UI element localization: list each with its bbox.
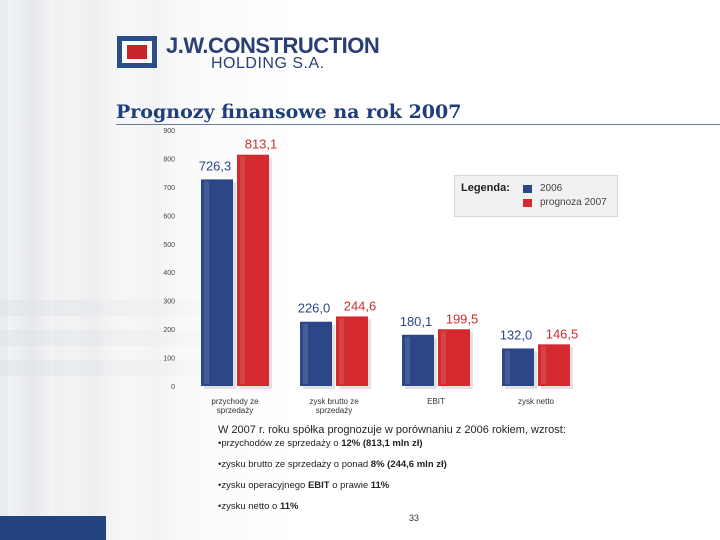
page-title: Prognozy finansowe na rok 2007 — [116, 101, 462, 123]
x-tick-label: przychody ze sprzedaży — [211, 397, 259, 415]
bar-highlight — [303, 323, 308, 384]
bar-highlight — [505, 350, 510, 384]
y-tick-label: 700 — [163, 185, 175, 192]
commentary-item: •przychodów ze sprzedaży o 12% (813,1 ml… — [218, 438, 423, 449]
company-logo-icon — [117, 36, 157, 68]
bar-highlight — [240, 156, 245, 384]
bar-2006 — [502, 348, 534, 386]
column-decoration — [70, 0, 116, 540]
bar-2006 — [402, 334, 434, 386]
y-tick-label: 100 — [163, 356, 175, 363]
page-number: 33 — [409, 513, 420, 523]
commentary-intro: W 2007 r. roku spółka prognozuje w porów… — [218, 424, 566, 436]
stair-decoration — [0, 300, 260, 316]
data-label: 226,0 — [298, 301, 331, 316]
bar-2007 — [438, 329, 470, 386]
title-divider — [116, 124, 720, 125]
x-tick-label: zysk netto — [518, 397, 555, 406]
bar-2006 — [300, 321, 332, 386]
stair-decoration — [0, 360, 260, 376]
data-label: 146,5 — [546, 326, 579, 341]
data-label: 132,0 — [500, 327, 533, 342]
column-decoration — [132, 0, 178, 540]
legend-title: Legenda: — [461, 182, 510, 194]
data-label: 813,1 — [245, 137, 278, 152]
bar-highlight — [204, 181, 209, 384]
bar-2007 — [336, 316, 368, 386]
y-tick-label: 0 — [171, 384, 175, 391]
y-tick-label: 500 — [163, 242, 175, 249]
bar-highlight — [405, 336, 410, 384]
data-label: 180,1 — [400, 314, 433, 329]
logo-line1: J.W.CONSTRUCTION — [166, 33, 380, 58]
commentary-item: •zysku brutto ze sprzedaży o ponad 8% (2… — [218, 459, 447, 470]
y-tick-label: 600 — [163, 213, 175, 220]
legend-swatch-2006 — [523, 185, 532, 193]
footer-accent — [0, 516, 106, 540]
commentary-item: •zysku operacyjnego EBIT o prawie 11% — [218, 480, 390, 491]
bar-highlight — [441, 331, 446, 384]
commentary: W 2007 r. roku spółka prognozuje w porów… — [218, 424, 618, 512]
stair-decoration — [0, 330, 260, 346]
bar-2006 — [201, 179, 233, 386]
legend-label-2006: 2006 — [540, 183, 563, 194]
y-tick-label: 200 — [163, 327, 175, 334]
y-tick-label: 300 — [163, 299, 175, 306]
legend-label-2007: prognoza 2007 — [540, 197, 607, 208]
data-label: 726,3 — [199, 158, 232, 173]
x-tick-label: zysk brutto ze sprzedaży — [309, 397, 359, 415]
data-label: 244,6 — [344, 298, 377, 313]
legend-swatch-2007 — [523, 199, 532, 207]
commentary-item: •zysku netto o 11% — [218, 501, 299, 512]
y-tick-label: 400 — [163, 270, 175, 277]
bar-2007 — [538, 344, 570, 386]
bar-2007 — [237, 154, 269, 386]
column-decoration — [8, 0, 54, 540]
logo-line2: HOLDING S.A. — [211, 55, 325, 72]
chart-legend: Legenda: 2006 prognoza 2007 — [454, 175, 618, 217]
bar-highlight — [339, 318, 344, 384]
data-label: 199,5 — [446, 311, 479, 326]
y-tick-label: 800 — [163, 156, 175, 163]
y-tick-label: 900 — [163, 128, 175, 135]
bar-highlight — [541, 346, 546, 384]
x-tick-label: EBIT — [427, 397, 445, 406]
